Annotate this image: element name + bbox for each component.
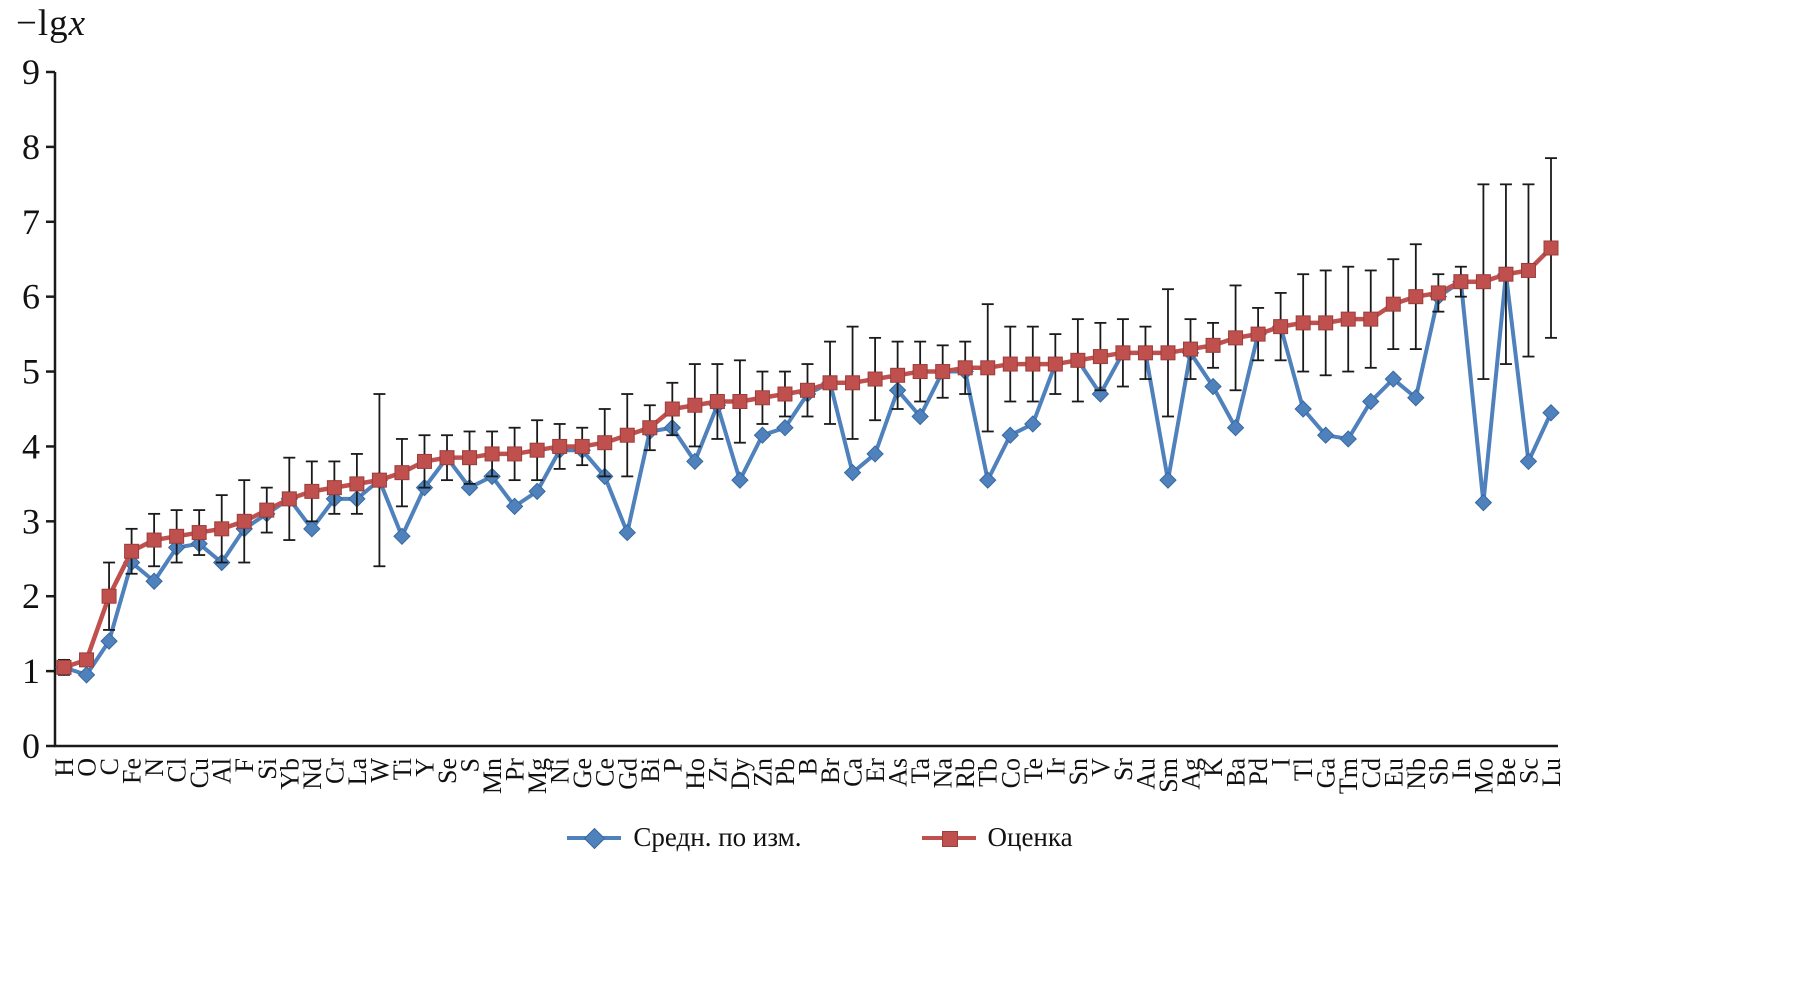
svg-text:Bi: Bi <box>636 758 665 783</box>
svg-text:C: C <box>95 758 124 775</box>
svg-text:Ho: Ho <box>681 758 710 790</box>
legend-item-estimate: Оценка <box>921 822 1073 853</box>
svg-text:Ce: Ce <box>591 758 620 787</box>
measured-series-key <box>567 827 622 849</box>
svg-text:Br: Br <box>816 758 845 784</box>
svg-text:Al: Al <box>208 758 237 784</box>
svg-text:1: 1 <box>22 651 40 691</box>
svg-text:I: I <box>1267 758 1296 767</box>
svg-text:Pb: Pb <box>771 758 800 785</box>
svg-text:3: 3 <box>22 501 40 541</box>
svg-text:Zn: Zn <box>748 758 777 787</box>
svg-text:Ti: Ti <box>388 758 417 780</box>
svg-text:Mn: Mn <box>478 758 507 794</box>
svg-text:5: 5 <box>22 352 40 392</box>
svg-text:Ag: Ag <box>1177 758 1206 790</box>
svg-text:K: K <box>1199 758 1228 777</box>
svg-text:Pr: Pr <box>501 758 530 781</box>
svg-text:Ba: Ba <box>1222 758 1251 787</box>
estimate-series <box>56 240 1559 675</box>
svg-text:Mo: Mo <box>1469 758 1498 794</box>
svg-text:2: 2 <box>22 576 40 616</box>
square-marker-icon <box>941 830 958 847</box>
svg-text:Ge: Ge <box>568 758 597 788</box>
svg-text:P: P <box>658 758 687 772</box>
svg-text:Sr: Sr <box>1109 758 1138 781</box>
svg-text:N: N <box>140 758 169 777</box>
measured-series <box>55 265 1560 684</box>
y-axis-title: −lgx <box>16 2 86 45</box>
svg-text:8: 8 <box>22 127 40 167</box>
svg-text:W: W <box>365 758 394 783</box>
y-axis-ticks: 0 1 2 3 4 5 6 7 8 9 <box>22 52 55 766</box>
estimate-series-key <box>921 828 976 848</box>
x-axis-labels: HOCFeNClCuAlFSiYbNdCrLaWTiYSeSMnPrMgNiGe… <box>50 758 1566 795</box>
svg-text:Na: Na <box>929 758 958 789</box>
svg-text:Mg: Mg <box>523 758 552 794</box>
svg-text:Gd: Gd <box>613 758 642 790</box>
svg-text:F: F <box>230 758 259 772</box>
svg-text:Y: Y <box>410 758 439 777</box>
svg-text:Dy: Dy <box>726 758 755 790</box>
svg-text:6: 6 <box>22 277 40 317</box>
svg-text:Nd: Nd <box>298 758 327 790</box>
svg-text:Ir: Ir <box>1041 758 1070 776</box>
svg-text:Ga: Ga <box>1312 758 1341 789</box>
svg-text:9: 9 <box>22 52 40 92</box>
svg-text:Pd: Pd <box>1244 758 1273 785</box>
svg-text:Lu: Lu <box>1537 758 1566 787</box>
svg-text:Zr: Zr <box>703 758 732 783</box>
svg-text:B: B <box>794 758 823 775</box>
svg-text:Ca: Ca <box>839 758 868 787</box>
svg-text:Sb: Sb <box>1424 758 1453 785</box>
diamond-marker-icon <box>584 827 606 849</box>
svg-text:Yb: Yb <box>275 758 304 790</box>
legend-label-measured: Средн. по изм. <box>633 822 802 852</box>
svg-text:Cu: Cu <box>185 758 214 788</box>
svg-text:La: La <box>343 758 372 786</box>
svg-text:Cl: Cl <box>163 758 192 783</box>
svg-text:Te: Te <box>1019 758 1048 784</box>
estimate-error-bars <box>58 157 1557 676</box>
svg-text:Eu: Eu <box>1379 758 1408 787</box>
svg-text:Tl: Tl <box>1289 758 1318 781</box>
svg-text:Rb: Rb <box>951 758 980 788</box>
legend-item-measured: Средн. по изм. <box>567 822 802 853</box>
svg-text:S: S <box>456 758 485 772</box>
svg-text:4: 4 <box>22 426 40 466</box>
svg-text:Cd: Cd <box>1357 758 1386 788</box>
svg-text:V: V <box>1086 758 1115 777</box>
svg-text:Tb: Tb <box>974 758 1003 787</box>
svg-text:Sn: Sn <box>1064 758 1093 785</box>
svg-text:0: 0 <box>22 726 40 766</box>
svg-text:Nb: Nb <box>1402 758 1431 790</box>
svg-text:Tm: Tm <box>1334 758 1363 794</box>
legend-label-estimate: Оценка <box>987 822 1073 852</box>
svg-text:Se: Se <box>433 758 462 784</box>
svg-text:7: 7 <box>22 202 40 242</box>
svg-text:Au: Au <box>1131 758 1160 790</box>
y-axis-title-variable: x <box>68 3 87 44</box>
svg-text:Be: Be <box>1492 758 1521 787</box>
svg-text:Ta: Ta <box>906 758 935 784</box>
svg-text:As: As <box>884 758 913 787</box>
svg-text:H: H <box>50 758 79 777</box>
svg-text:Sm: Sm <box>1154 758 1183 793</box>
y-axis-title-prefix: −lg <box>16 3 69 44</box>
svg-text:Er: Er <box>861 758 890 783</box>
svg-text:Fe: Fe <box>118 758 147 784</box>
axes <box>53 72 1558 748</box>
svg-text:Sc: Sc <box>1514 758 1543 784</box>
svg-text:Co: Co <box>996 758 1025 788</box>
svg-text:Si: Si <box>253 758 282 780</box>
svg-text:In: In <box>1447 758 1476 780</box>
chart-legend: Средн. по изм. Оценка <box>0 822 1640 853</box>
svg-text:O: O <box>73 758 102 777</box>
svg-text:Ni: Ni <box>546 758 575 784</box>
svg-text:Cr: Cr <box>320 758 349 784</box>
